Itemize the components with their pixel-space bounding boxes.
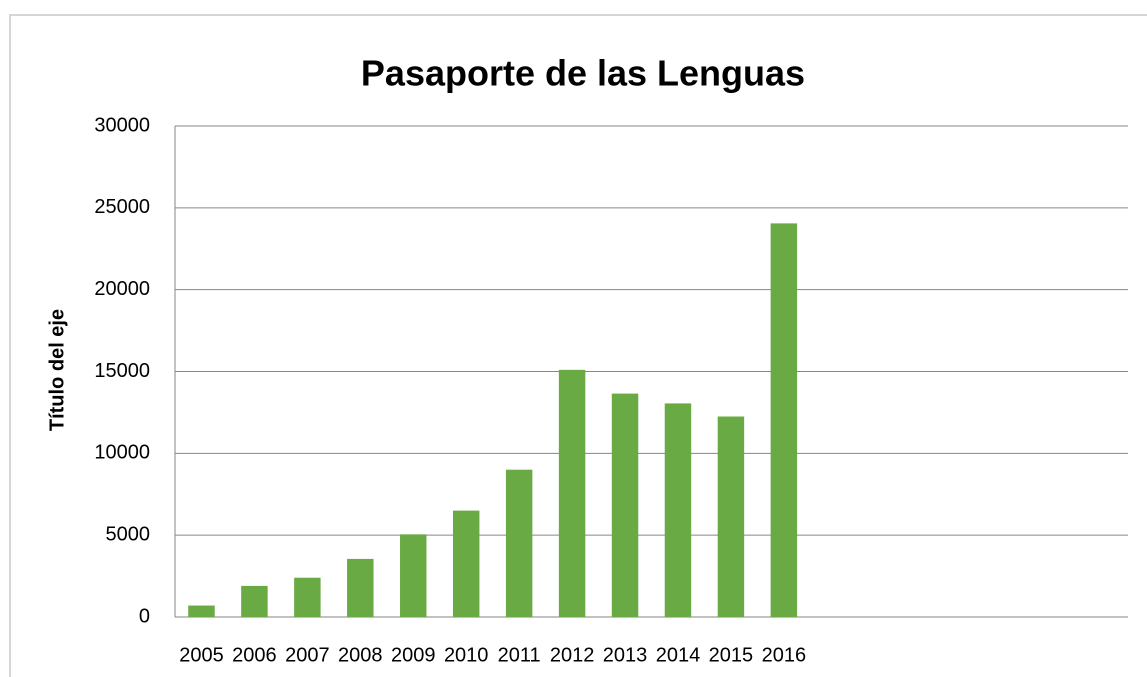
y-tick-label: 30000 — [94, 114, 150, 136]
y-tick-label: 15000 — [94, 360, 150, 382]
bar — [188, 605, 215, 617]
x-tick-label: 2016 — [762, 644, 807, 666]
x-tick-label: 2005 — [179, 644, 224, 666]
bar — [294, 577, 321, 617]
x-tick-label: 2008 — [338, 644, 383, 666]
bar — [717, 416, 745, 617]
y-tick-label: 0 — [139, 605, 150, 627]
x-tick-label: 2013 — [603, 644, 648, 666]
bar — [452, 510, 480, 617]
chart-title: Pasaporte de las Lenguas — [361, 53, 805, 94]
y-tick-label: 25000 — [94, 196, 150, 218]
y-tick-label: 10000 — [94, 442, 150, 464]
x-tick-label: 2014 — [656, 644, 701, 666]
bar — [505, 469, 533, 617]
x-tick-label: 2006 — [232, 644, 277, 666]
x-tick-label: 2011 — [498, 644, 541, 666]
bar — [664, 403, 692, 617]
y-tick-label: 20000 — [94, 278, 150, 300]
chart-border — [9, 14, 1147, 677]
x-tick-label: 2007 — [285, 644, 330, 666]
y-axis-label: Título del eje — [46, 309, 68, 431]
bar — [241, 585, 268, 617]
bar — [400, 534, 427, 617]
bar — [770, 223, 798, 618]
x-tick-label: 2012 — [550, 644, 595, 666]
bar — [558, 369, 586, 617]
bar — [347, 558, 374, 617]
bar — [611, 393, 639, 617]
y-tick-label: 5000 — [106, 523, 151, 545]
x-tick-label: 2015 — [709, 644, 754, 666]
x-tick-label: 2009 — [391, 644, 436, 666]
x-tick-label: 2010 — [444, 644, 489, 666]
